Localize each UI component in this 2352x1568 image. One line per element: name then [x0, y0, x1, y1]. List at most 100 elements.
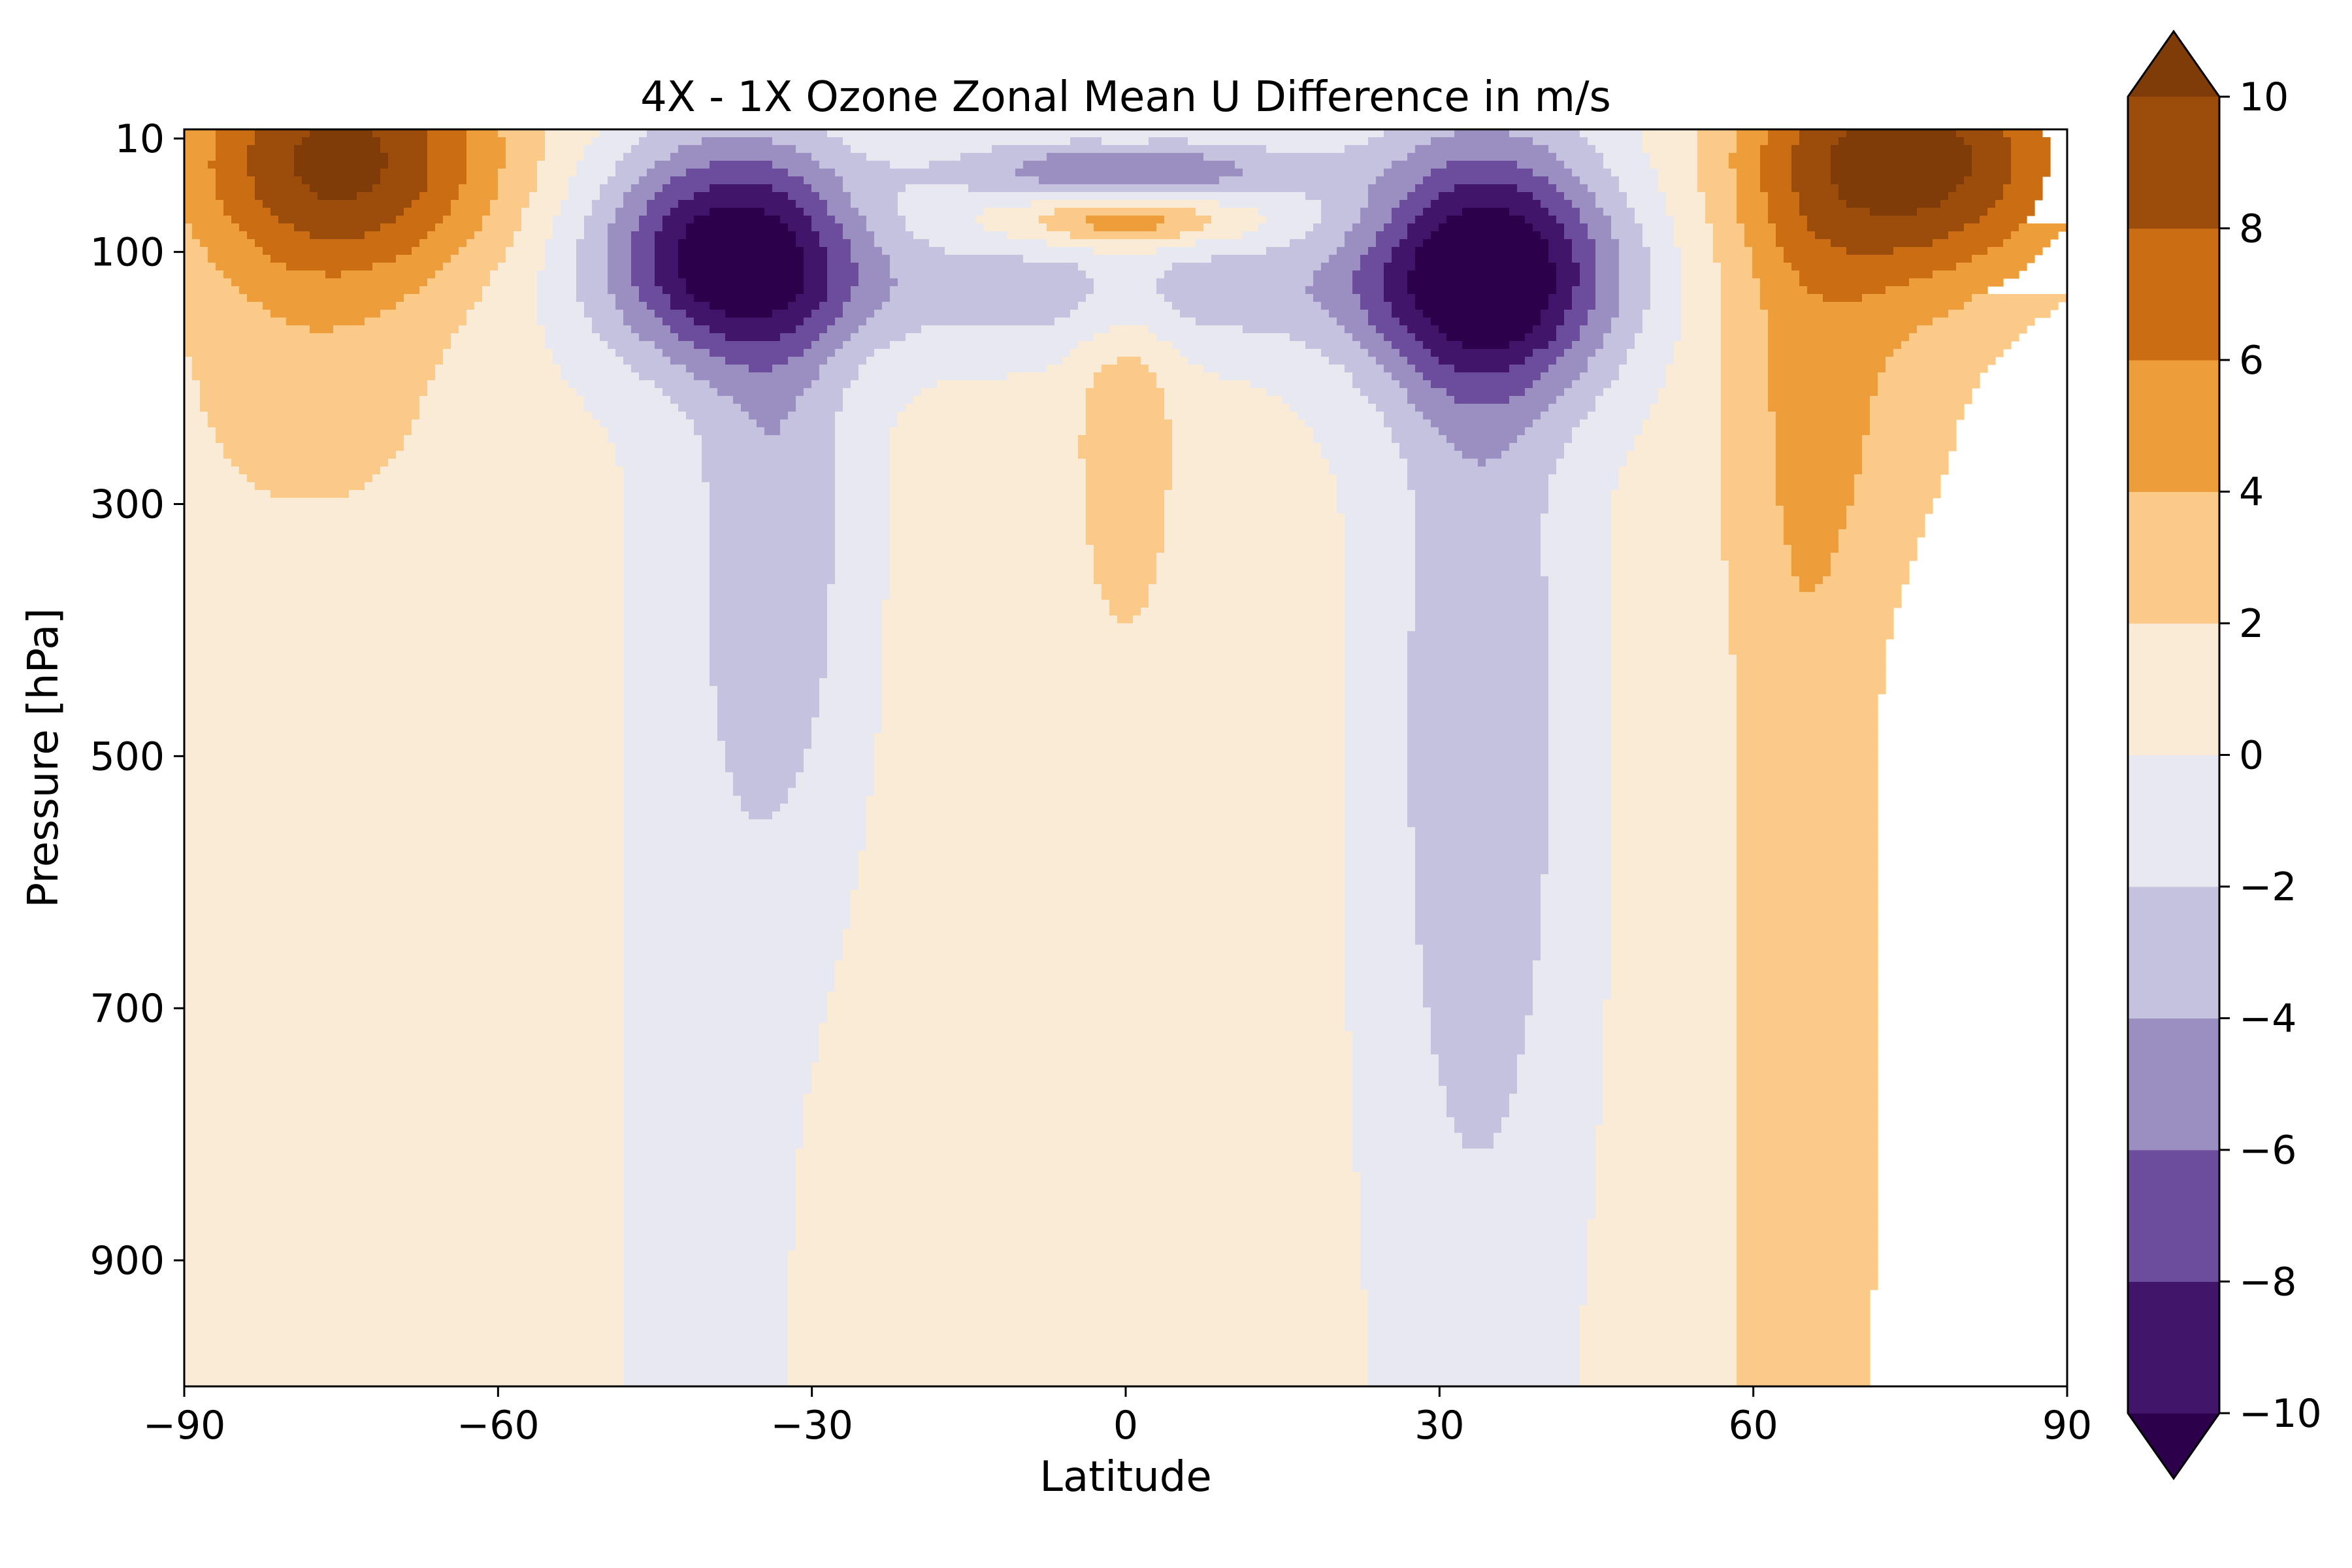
contour-cell: [1203, 365, 1345, 373]
contour-cell: [702, 459, 836, 467]
contour-cell: [851, 200, 898, 208]
contour-cell: [1407, 686, 1549, 694]
contour-cell: [184, 929, 624, 938]
contour-cell: [811, 310, 843, 318]
contour-cell: [184, 725, 624, 734]
contour-cell: [2019, 223, 2066, 232]
contour-cell: [710, 615, 828, 624]
contour-cell: [1541, 514, 1612, 522]
contour-cell: [1768, 208, 1800, 216]
contour-cell: [1345, 553, 1416, 561]
contour-cell: [710, 576, 836, 585]
contour-cell: [1737, 913, 1878, 922]
contour-cell: [1909, 333, 2019, 342]
contour-cell: [710, 631, 828, 640]
contour-cell: [184, 1109, 624, 1118]
contour-cell: [835, 984, 1345, 992]
contour-cell: [1407, 757, 1549, 765]
contour-cell: [1760, 169, 1792, 177]
contour-cell: [890, 592, 1102, 600]
contour-cell: [1415, 514, 1541, 522]
contour-cell: [1376, 231, 1408, 240]
contour-cell: [1345, 984, 1424, 992]
contour-cell: [1705, 216, 1737, 224]
contour-cell: [858, 851, 1345, 859]
contour-cell: [1070, 137, 1102, 146]
contour-cell: [1415, 255, 1549, 263]
contour-cell: [623, 1117, 804, 1126]
contour-cell: [1721, 459, 1776, 467]
contour-cell: [1548, 702, 1612, 710]
contour-cell: [788, 412, 836, 420]
contour-cell: [631, 278, 655, 287]
contour-cell: [1713, 223, 1745, 232]
contour-cell: [710, 498, 836, 506]
contour-cell: [2003, 239, 2051, 248]
contour-cell: [1548, 827, 1612, 836]
contour-cell: [1721, 278, 1761, 287]
contour-cell: [733, 396, 796, 404]
contour-cell: [1407, 153, 1557, 161]
contour-cell: [1431, 419, 1533, 428]
contour-cell: [1345, 662, 1408, 671]
contour-cell: [1337, 490, 1416, 498]
contour-cell: [1313, 278, 1353, 287]
contour-cell: [1541, 412, 1588, 420]
contour-cell: [694, 372, 820, 381]
contour-cell: [459, 184, 498, 193]
contour-cell: [1737, 835, 1878, 843]
contour-cell: [1838, 192, 1949, 201]
contour-cell: [263, 302, 397, 310]
contour-cell: [1305, 231, 1345, 240]
contour-cell: [1768, 325, 1918, 334]
contour-cell: [1501, 1117, 1604, 1126]
contour-cell: [686, 278, 804, 287]
contour-cell: [1862, 451, 1949, 459]
contour-cell: [184, 1384, 624, 1386]
contour-cell: [1407, 631, 1549, 640]
contour-cell: [1721, 318, 1769, 326]
contour-cell: [1541, 890, 1612, 898]
contour-cell: [890, 561, 1094, 569]
contour-cell: [1619, 482, 1722, 491]
contour-cell: [1243, 231, 1306, 240]
contour-cell: [208, 255, 271, 263]
contour-cell: [623, 678, 710, 687]
contour-cell: [811, 153, 867, 161]
contour-cell: [1431, 137, 1533, 146]
contour-cell: [184, 561, 624, 569]
contour-cell: [1368, 310, 1392, 318]
contour-cell: [1721, 341, 1769, 350]
contour-cell: [1454, 129, 1510, 138]
contour-cell: [623, 553, 710, 561]
contour-cell: [631, 255, 655, 263]
contour-cell: [1862, 435, 1957, 444]
contour-cell: [780, 216, 812, 224]
contour-cell: [835, 960, 1345, 969]
contour-cell: [568, 184, 600, 193]
contour-cell: [717, 388, 804, 397]
contour-cell: [1658, 169, 1698, 177]
contour-cell: [1548, 843, 1612, 851]
contour-cell: [1525, 1039, 1604, 1047]
contour-cell: [835, 482, 890, 491]
contour-cell: [1878, 380, 1980, 389]
contour-cell: [1345, 568, 1416, 577]
contour-cell: [615, 459, 702, 467]
contour-cell: [184, 200, 224, 208]
contour-cell: [1548, 866, 1612, 875]
contour-cell: [1611, 702, 1737, 710]
contour-cell: [1352, 1156, 1596, 1165]
contour-cell: [1658, 176, 1698, 185]
contour-cell: [1086, 412, 1165, 420]
contour-cell: [1352, 1070, 1439, 1079]
contour-cell: [906, 216, 977, 224]
contour-cell: [1658, 184, 1698, 193]
contour-cell: [623, 702, 718, 710]
contour-cell: [1407, 764, 1549, 773]
contour-cell: [890, 255, 1024, 263]
contour-cell: [1541, 921, 1612, 930]
contour-cell: [1588, 223, 1612, 232]
contour-cell: [1345, 615, 1416, 624]
contour-cell: [1548, 302, 1573, 310]
